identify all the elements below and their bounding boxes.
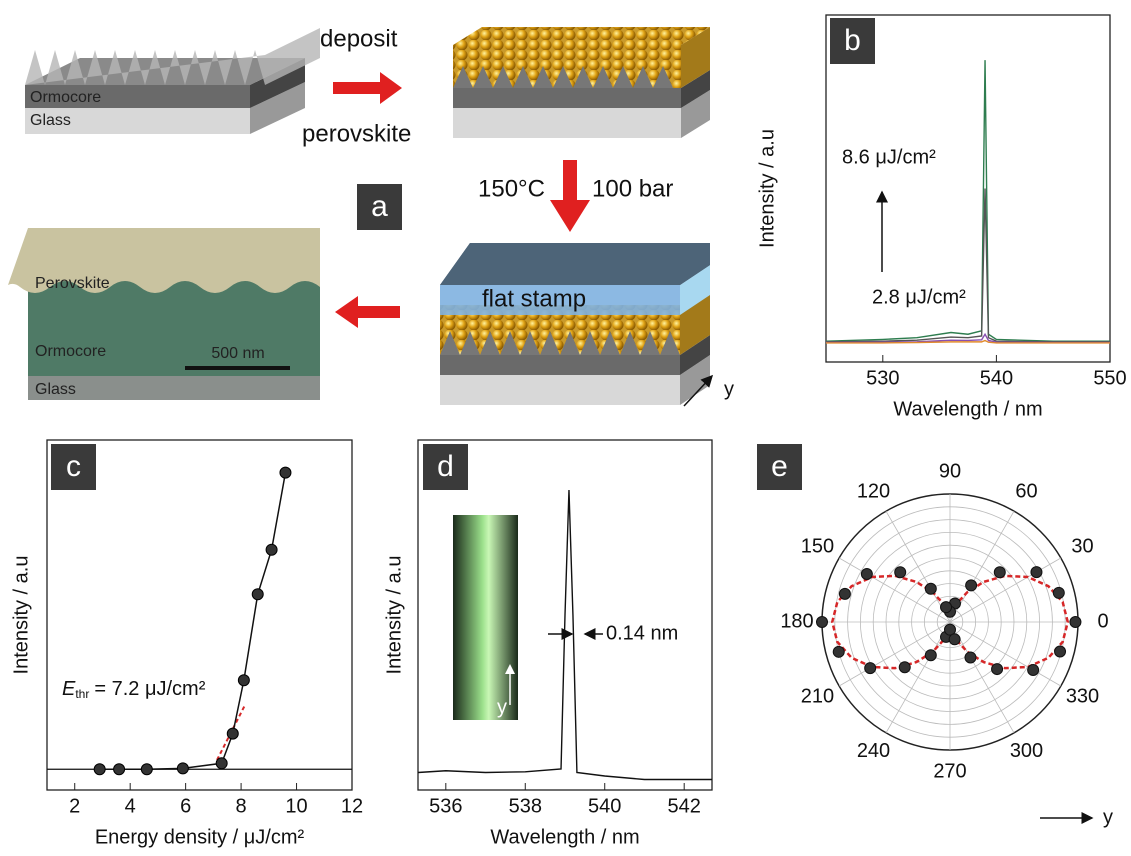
data-point xyxy=(94,764,105,775)
data-point xyxy=(865,663,876,674)
annotation: 0.14 nm xyxy=(606,622,678,644)
step-label: perovskite xyxy=(302,120,411,147)
data-point xyxy=(1070,617,1081,628)
sem-label: Glass xyxy=(35,381,76,398)
annotation-part: E xyxy=(62,678,76,700)
inset-axis-label: y xyxy=(497,696,507,718)
data-point xyxy=(839,588,850,599)
x-tick-label: 530 xyxy=(866,367,899,389)
angle-label: 0 xyxy=(1097,610,1108,632)
x-tick-label: 542 xyxy=(668,795,701,817)
spectrum-line xyxy=(826,60,1110,341)
condition: 150°C xyxy=(478,175,545,202)
angle-label: 150 xyxy=(801,535,834,557)
data-point xyxy=(1028,665,1039,676)
data-point xyxy=(141,764,152,775)
data-point xyxy=(216,758,227,769)
condition: 100 bar xyxy=(592,175,673,202)
data-point xyxy=(895,567,906,578)
spectrum-line xyxy=(826,189,1110,342)
angle-label: 30 xyxy=(1071,535,1093,557)
data-point xyxy=(227,728,238,739)
data-point xyxy=(114,764,125,775)
angle-spoke xyxy=(950,558,1061,622)
x-tick-label: 6 xyxy=(180,795,191,817)
x-tick-label: 538 xyxy=(509,795,542,817)
data-point xyxy=(1031,567,1042,578)
annotation: 2.8 μJ/cm² xyxy=(872,286,966,308)
data-point xyxy=(252,589,263,600)
data-point xyxy=(817,617,828,628)
y-axis-label: Intensity / a.u xyxy=(10,556,32,675)
scale-bar-label: 500 nm xyxy=(211,345,264,362)
data-point xyxy=(177,763,188,774)
panel-label: c xyxy=(66,450,81,483)
x-tick-label: 10 xyxy=(285,795,307,817)
stamp-label: flat stamp xyxy=(482,285,586,312)
x-tick-label: 8 xyxy=(236,795,247,817)
plot-frame xyxy=(47,440,352,790)
angle-label: 60 xyxy=(1015,480,1037,502)
panel-label: d xyxy=(437,450,454,483)
sem-label: Ormocore xyxy=(35,343,106,360)
data-point xyxy=(899,662,910,673)
panel-label: a xyxy=(371,190,388,223)
data-point xyxy=(994,567,1005,578)
angle-label: 270 xyxy=(933,760,966,782)
angle-label: 300 xyxy=(1010,740,1043,762)
data-point xyxy=(1053,587,1064,598)
panel-label: e xyxy=(771,450,788,483)
data-point xyxy=(965,652,976,663)
data-point xyxy=(861,569,872,580)
annotation: 8.6 μJ/cm² xyxy=(842,146,936,168)
data-point xyxy=(1055,646,1066,657)
data-point xyxy=(966,580,977,591)
data-point xyxy=(992,664,1003,675)
x-tick-label: 540 xyxy=(980,367,1013,389)
plot-frame xyxy=(826,15,1110,362)
schematic: Ormocore Glass deposit perovskite 150°C … xyxy=(8,25,734,406)
x-tick-label: 4 xyxy=(125,795,136,817)
data-point xyxy=(949,634,960,645)
axis-label: y xyxy=(1103,806,1113,828)
x-tick-label: 536 xyxy=(429,795,462,817)
step-label: deposit xyxy=(320,25,398,52)
data-line xyxy=(100,473,286,770)
data-point xyxy=(238,675,249,686)
annotation-part: = 7.2 μJ/cm² xyxy=(94,678,205,700)
annotation: Ethr = 7.2 μJ/cm² xyxy=(62,678,206,701)
layer-label: Ormocore xyxy=(30,89,101,106)
angle-label: 120 xyxy=(857,480,890,502)
data-point xyxy=(925,650,936,661)
angle-label: 240 xyxy=(857,740,890,762)
x-tick-label: 2 xyxy=(69,795,80,817)
panel-label: b xyxy=(844,24,861,57)
angle-label: 90 xyxy=(939,460,961,482)
x-axis-label: Energy density / μJ/cm² xyxy=(95,826,305,848)
angle-label: 180 xyxy=(780,610,813,632)
axis-label: y xyxy=(724,378,734,400)
data-point xyxy=(925,583,936,594)
layer-label: Glass xyxy=(30,112,71,129)
sem-label: Perovskite xyxy=(35,275,110,292)
inset-image xyxy=(453,515,518,720)
angle-label: 330 xyxy=(1066,685,1099,707)
data-point xyxy=(280,467,291,478)
x-tick-label: 550 xyxy=(1093,367,1126,389)
y-axis-label: Intensity / a.u xyxy=(756,129,778,248)
data-point xyxy=(941,602,952,613)
annotation-part: thr xyxy=(75,687,89,701)
x-tick-label: 12 xyxy=(341,795,363,817)
x-axis-label: Wavelength / nm xyxy=(490,826,639,848)
figure: Ormocore Glass deposit perovskite 150°C … xyxy=(0,0,1131,856)
x-tick-label: 540 xyxy=(588,795,621,817)
angle-label: 210 xyxy=(801,685,834,707)
y-axis-label: Intensity / a.u xyxy=(383,556,405,675)
data-point xyxy=(833,646,844,657)
data-point xyxy=(266,544,277,555)
x-axis-label: Wavelength / nm xyxy=(893,398,1042,420)
